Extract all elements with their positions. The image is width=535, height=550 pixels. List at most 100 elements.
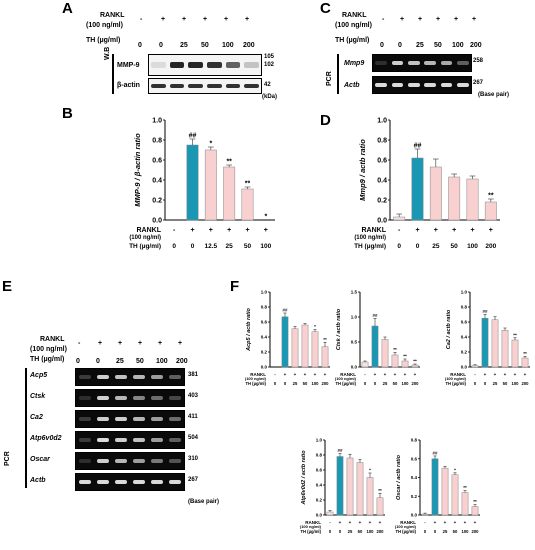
bar [223, 166, 236, 221]
band-label-atp6v0d2: Atp6v0d2 [30, 435, 62, 442]
bar [429, 166, 442, 221]
gel-band [225, 62, 241, 68]
lane-rankl-sign: + [178, 340, 183, 347]
gel-band [96, 479, 110, 485]
bar [371, 325, 379, 368]
y-tick-label: 0.6 [261, 320, 268, 325]
lane-rankl-sign: + [436, 16, 441, 23]
x-tick-label: 100 [260, 243, 271, 250]
significance-mark: ## [482, 309, 488, 314]
y-tick-label: 0.6 [316, 468, 323, 473]
gel-band [78, 395, 92, 401]
y-tick-label: 0.8 [152, 137, 162, 144]
bar [186, 144, 199, 221]
lane-rankl-sign: - [382, 16, 385, 23]
bar [441, 467, 449, 516]
rankl-row-label: RANKL [362, 227, 387, 234]
gel-band [188, 83, 204, 89]
gel-band [114, 395, 128, 401]
panel-letter-d: D [320, 112, 331, 129]
y-tick-label: 0.0 [377, 217, 387, 224]
rankl-sign: - [364, 372, 366, 377]
x-tick-label: 0 [397, 243, 401, 250]
y-tick-label: 0.4 [461, 335, 468, 340]
lane-rankl-sign: + [203, 16, 208, 23]
y-tick-label: 0.0 [351, 365, 358, 370]
x-tick-label: 50 [303, 381, 308, 386]
bar [431, 458, 439, 516]
significance-mark: ## [282, 308, 288, 313]
band-label-ca2: Ca2 [30, 414, 43, 421]
rankl-row-label: RANKL [305, 520, 321, 525]
x-tick-label: 0 [172, 243, 176, 250]
th-row-label: TH (µg/ml) [129, 243, 161, 250]
rankl-sign: + [294, 372, 297, 377]
gel-band [114, 416, 128, 422]
rankl-sign: + [404, 372, 407, 377]
y-tick-label: 0.0 [461, 365, 468, 370]
rankl-row-label: RANKL [137, 227, 162, 234]
y-tick-label: 0.0 [261, 365, 268, 370]
bar [448, 176, 461, 221]
x-tick-label: 0 [484, 381, 487, 386]
lane-th-dose: 100 [452, 42, 464, 49]
rankl-sign: + [415, 227, 419, 234]
th-row-label: TH (µg/ml) [354, 243, 386, 250]
size-label: 403 [188, 393, 199, 399]
significance-mark: ** [403, 354, 407, 359]
x-tick-label: 0 [434, 529, 437, 534]
x-tick-label: 0 [274, 381, 277, 386]
y-tick-label: 1.0 [461, 290, 468, 295]
y-tick-label: 0.2 [461, 350, 468, 355]
rankl-sign: + [304, 372, 307, 377]
band-label-ctsk: Ctsk [30, 393, 46, 400]
x-tick-label: 0 [474, 381, 477, 386]
y-tick-label: 0.2 [377, 197, 387, 204]
significance-mark: * [264, 214, 267, 221]
significance-mark: ** [473, 499, 477, 504]
significance-mark: ** [413, 359, 417, 364]
rankl-dose-e: (100 ng/ml) [30, 346, 67, 353]
th-row-label: TH (µg/ml) [335, 381, 356, 386]
y-tick-label: 1.0 [377, 117, 387, 124]
lane-labels-c: - 0 +0 +25 +50 +100 +200 [380, 16, 492, 52]
th-row-label: TH (µg/ml) [245, 381, 266, 386]
x-tick-label: 0 [339, 529, 342, 534]
gel-band [150, 62, 166, 68]
gel-band [225, 83, 241, 89]
gel-band [391, 82, 404, 88]
gel-band [114, 479, 128, 485]
rankl-sign: + [414, 372, 417, 377]
y-tick-label: 0.4 [316, 483, 323, 488]
th-label-a: TH (µg/ml) [86, 37, 121, 44]
x-tick-label: 100 [467, 243, 478, 250]
bar [501, 330, 509, 368]
rankl-row-label: RANKL [250, 372, 266, 377]
x-tick-label: 200 [412, 381, 420, 386]
rankl-dose-c: (100 ng/ml) [335, 22, 372, 29]
gel-band [168, 458, 182, 464]
bar [301, 324, 309, 368]
gel-band [132, 395, 146, 401]
significance-mark: ## [414, 143, 422, 150]
x-tick-label: 0 [416, 243, 420, 250]
rankl-label-c: RANKL [342, 12, 367, 19]
pcr-gel-atp6v0d2 [75, 431, 185, 449]
rankl-sign: + [444, 520, 447, 525]
bar [481, 318, 489, 368]
base-pair-e: (Base pair) [188, 499, 220, 505]
rankl-sign: - [274, 372, 276, 377]
gel-band [96, 458, 110, 464]
gel-band [244, 83, 260, 89]
gel-band [188, 62, 204, 68]
wb-blot-bactin [148, 78, 262, 94]
bar [381, 339, 389, 368]
lane-labels-e: - 0 +0 +25 +50 +100 +200 [76, 340, 188, 368]
x-tick-label: 25 [493, 381, 498, 386]
x-tick-label: 0 [191, 243, 195, 250]
lane-rankl-sign: + [245, 16, 250, 23]
y-tick-label: 1.5 [351, 290, 358, 295]
significance-mark: ** [463, 485, 467, 490]
y-tick-label: 0.6 [377, 157, 387, 164]
